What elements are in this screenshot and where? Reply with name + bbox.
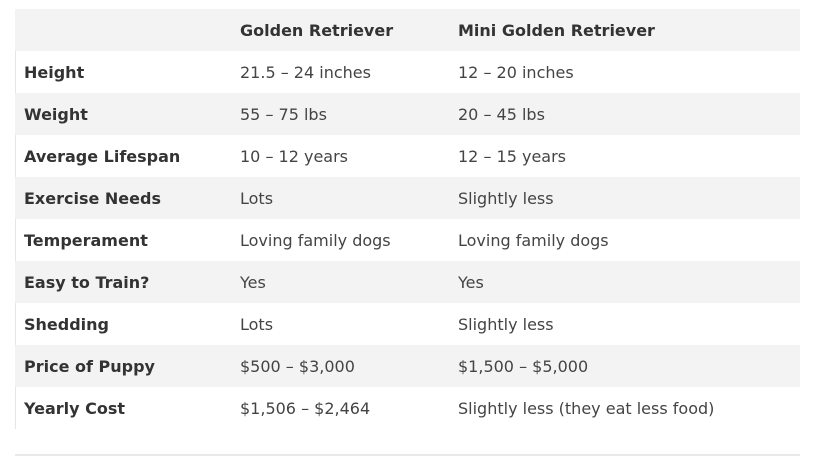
table-row-trainability: Easy to Train? Yes Yes xyxy=(15,261,800,303)
row-label: Average Lifespan xyxy=(24,146,181,166)
section-divider xyxy=(15,454,800,456)
header-golden-retriever: Golden Retriever xyxy=(231,9,449,51)
table-row-temperament: Temperament Loving family dogs Loving fa… xyxy=(15,219,800,261)
header-empty-cell xyxy=(15,9,231,51)
header-mini-golden-retriever: Mini Golden Retriever xyxy=(449,9,800,51)
row-label: Weight xyxy=(15,93,231,135)
row-label: Height xyxy=(24,62,85,82)
table-row-shedding: Shedding Lots Slightly less xyxy=(15,303,800,345)
mini-value: Yes xyxy=(449,261,800,303)
golden-value: Lots xyxy=(240,314,274,334)
row-label: Shedding xyxy=(24,314,109,334)
mini-value: Slightly less (they eat less food) xyxy=(458,398,715,418)
mini-value: Slightly less xyxy=(449,177,800,219)
table-row-weight: Weight 55 – 75 lbs 20 – 45 lbs xyxy=(15,93,800,135)
golden-value: $500 – $3,000 xyxy=(231,345,449,387)
mini-value: Slightly less xyxy=(458,314,554,334)
table-row-lifespan: Average Lifespan 10 – 12 years 12 – 15 y… xyxy=(15,135,800,177)
row-label: Exercise Needs xyxy=(15,177,231,219)
mini-value: 12 – 15 years xyxy=(458,146,567,166)
table-row-exercise: Exercise Needs Lots Slightly less xyxy=(15,177,800,219)
golden-value: Loving family dogs xyxy=(240,230,391,250)
row-label: Yearly Cost xyxy=(24,398,126,418)
golden-value: 21.5 – 24 inches xyxy=(240,62,371,82)
mini-value: 20 – 45 lbs xyxy=(449,93,800,135)
comparison-table-container: Golden Retriever Mini Golden Retriever H… xyxy=(15,9,800,429)
comparison-table: Golden Retriever Mini Golden Retriever H… xyxy=(15,9,800,429)
golden-value: 10 – 12 years xyxy=(240,146,349,166)
golden-value: $1,506 – $2,464 xyxy=(240,398,371,418)
table-row-height: Height 21.5 – 24 inches 12 – 20 inches xyxy=(15,51,800,93)
mini-value: Loving family dogs xyxy=(458,230,609,250)
row-label: Easy to Train? xyxy=(15,261,231,303)
row-label: Temperament xyxy=(24,230,148,250)
table-left-border xyxy=(15,9,16,429)
mini-value: $1,500 – $5,000 xyxy=(449,345,800,387)
table-row-price: Price of Puppy $500 – $3,000 $1,500 – $5… xyxy=(15,345,800,387)
golden-value: Yes xyxy=(231,261,449,303)
golden-value: 55 – 75 lbs xyxy=(231,93,449,135)
golden-value: Lots xyxy=(231,177,449,219)
mini-value: 12 – 20 inches xyxy=(458,62,574,82)
table-row-yearly-cost: Yearly Cost $1,506 – $2,464 Slightly les… xyxy=(15,387,800,429)
row-label: Price of Puppy xyxy=(15,345,231,387)
table-header-row: Golden Retriever Mini Golden Retriever xyxy=(15,9,800,51)
